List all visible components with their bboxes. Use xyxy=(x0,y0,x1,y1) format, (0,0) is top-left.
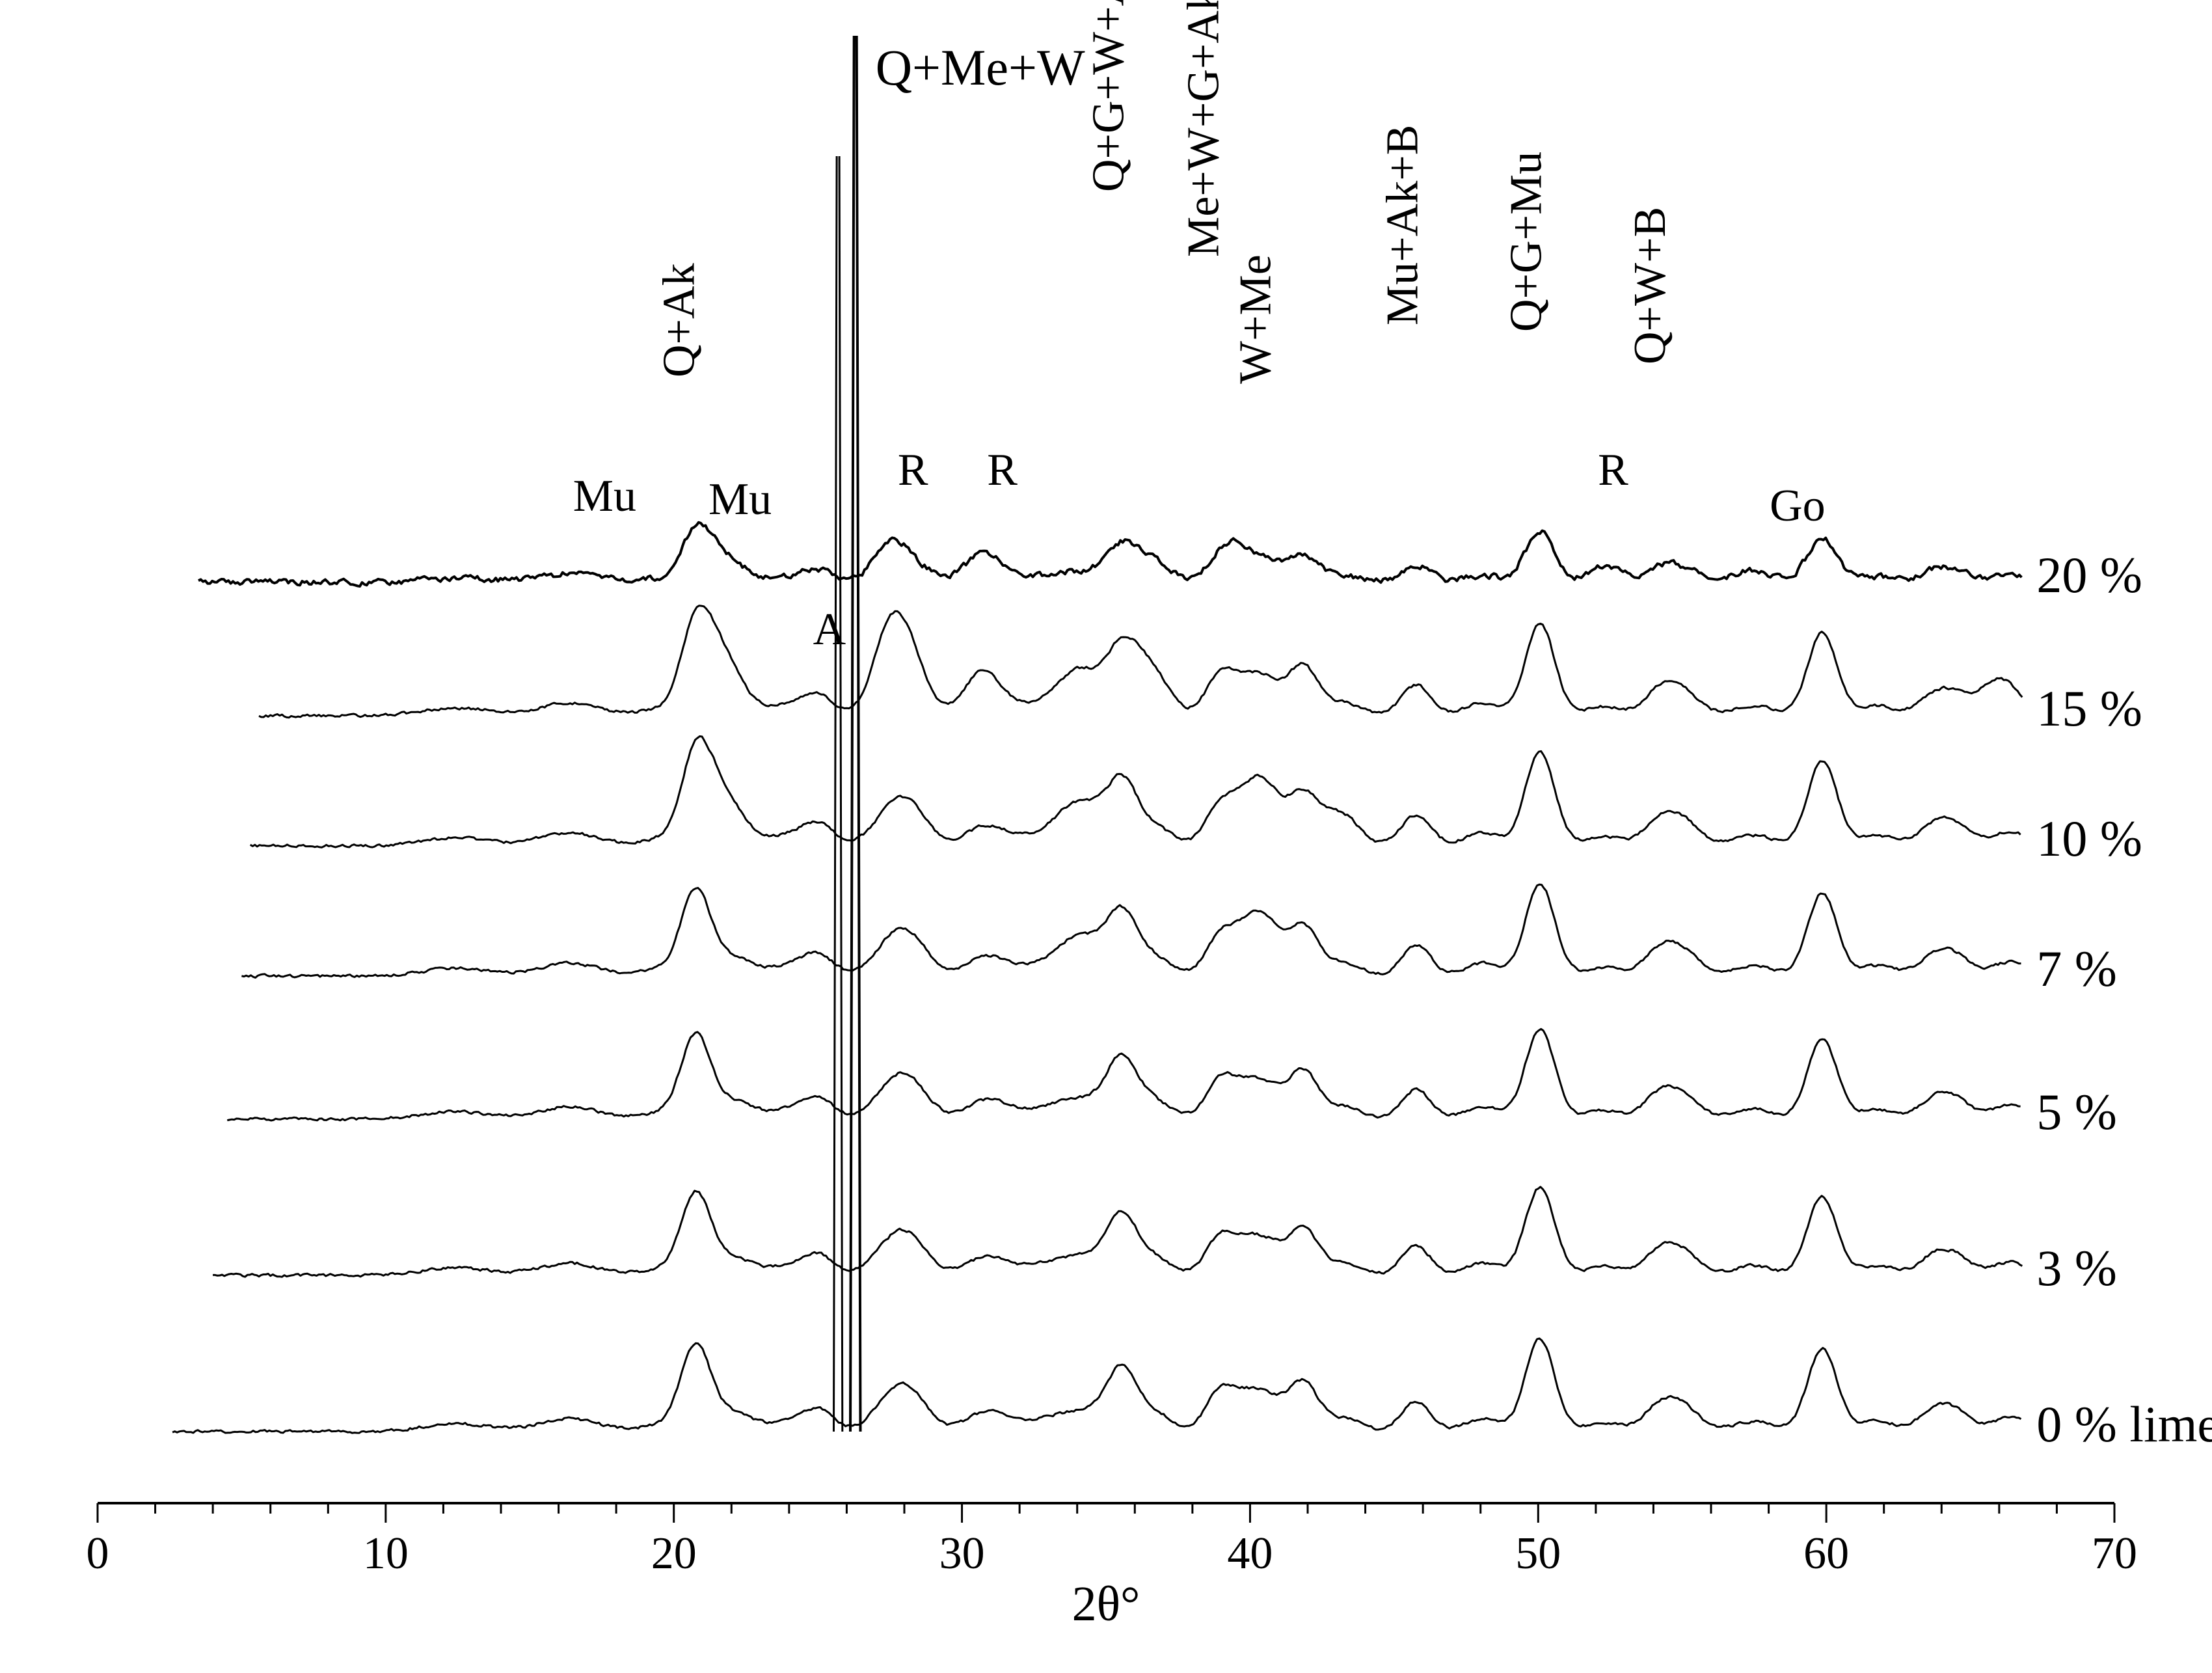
x-tick-label: 30 xyxy=(939,1529,985,1579)
x-tick-label: 70 xyxy=(2092,1529,2137,1579)
xrd-trace xyxy=(259,606,2022,718)
xrd-trace xyxy=(198,523,2021,586)
peak-label: R xyxy=(1598,445,1628,495)
series-label: 7 % xyxy=(2036,940,2116,997)
sub-huge-peak xyxy=(834,156,843,1432)
peak-label: Go xyxy=(1770,481,1826,531)
peak-label: Mu xyxy=(708,474,772,524)
series-label: 3 % xyxy=(2036,1240,2116,1296)
x-tick-label: 20 xyxy=(651,1529,697,1579)
peak-label: Me+W+G+Ak xyxy=(1179,0,1229,257)
peak-label: Q+G+Mu xyxy=(1502,152,1552,332)
peak-label: Q+G+W+A+Ak+Go xyxy=(1084,0,1134,192)
peak-label: Q+Ak xyxy=(654,263,705,377)
x-tick-label: 40 xyxy=(1227,1529,1273,1579)
top-peak-label: Q+Me+W xyxy=(876,39,1085,96)
xrd-chart-svg: 0 10 20 30 40 50 60 70 2θ° 0 % limestone 3 % 5 % 7 %… xyxy=(0,0,2212,1673)
x-tick-label: 60 xyxy=(1803,1529,1849,1579)
peak-label: A xyxy=(813,605,846,655)
series-label: 0 % limestone xyxy=(2036,1396,2212,1452)
xrd-trace xyxy=(213,1187,2022,1277)
series-label: 15 % xyxy=(2036,680,2142,737)
peak-label: Mu xyxy=(573,471,636,521)
series-label: 10 % xyxy=(2036,810,2142,867)
peak-label: W+Me xyxy=(1230,254,1280,384)
series-label: 20 % xyxy=(2036,547,2142,603)
series-label: 5 % xyxy=(2036,1083,2116,1140)
xrd-chart-container: 0 10 20 30 40 50 60 70 2θ° 0 % limestone 3 % 5 % 7 %… xyxy=(0,0,2212,1673)
xrd-trace xyxy=(227,1029,2020,1121)
xrd-trace xyxy=(241,884,2021,977)
x-tick-label: 50 xyxy=(1515,1529,1561,1579)
xrd-trace xyxy=(172,1339,2021,1433)
peak-label: R xyxy=(987,445,1018,495)
peak-label: Mu+Ak+B xyxy=(1377,125,1427,325)
x-tick-label: 10 xyxy=(363,1529,409,1579)
peak-label: Q+W+B xyxy=(1625,207,1675,364)
xrd-trace xyxy=(250,737,2021,848)
x-tick-label: 0 xyxy=(87,1529,109,1579)
huge-peak xyxy=(850,36,861,1432)
x-axis-title: 2θ° xyxy=(1072,1577,1140,1631)
peak-label: R xyxy=(898,445,928,495)
